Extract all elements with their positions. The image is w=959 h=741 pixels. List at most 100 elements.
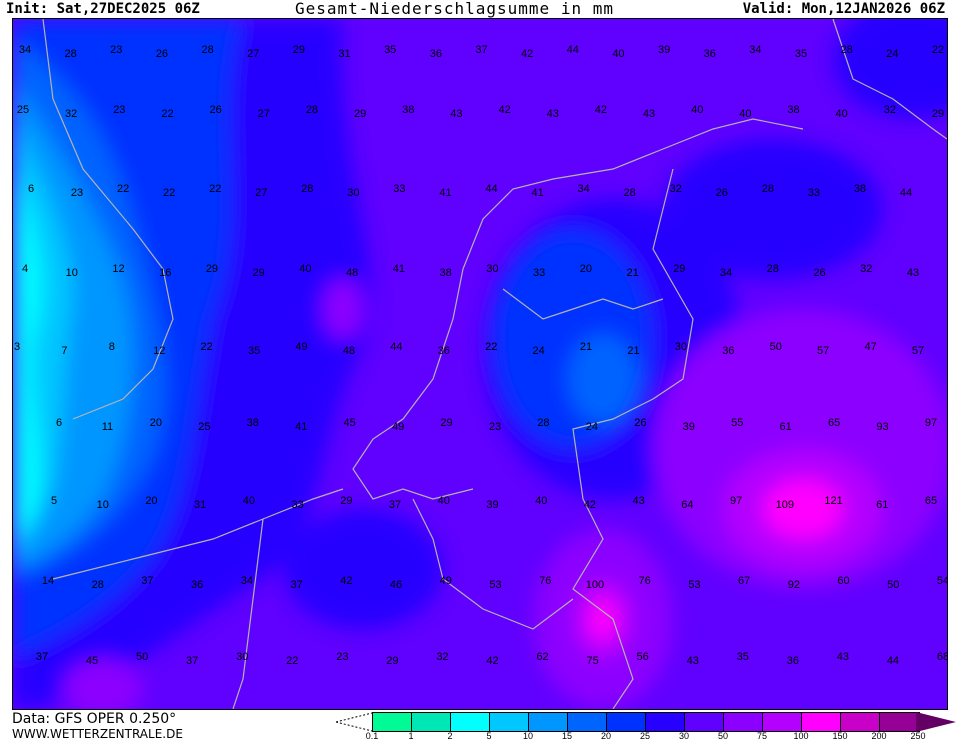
legend-swatch bbox=[802, 713, 841, 731]
precip-value-label: 36 bbox=[703, 48, 716, 60]
precip-value-label: 31 bbox=[194, 499, 207, 511]
precip-value-label: 32 bbox=[883, 104, 896, 116]
precip-value-label: 32 bbox=[436, 651, 449, 663]
precip-value-label: 5 bbox=[50, 495, 58, 507]
precip-value-label: 44 bbox=[390, 341, 403, 353]
precip-value-label: 39 bbox=[657, 44, 671, 56]
precip-value-label: 23 bbox=[113, 104, 126, 116]
precip-value-label: 38 bbox=[402, 104, 415, 116]
precip-value-label: 42 bbox=[486, 655, 499, 667]
precip-value-label: 40 bbox=[739, 108, 752, 120]
precip-value-label: 32 bbox=[65, 108, 78, 120]
precip-value-label: 28 bbox=[91, 579, 104, 591]
precip-value-label: 29 bbox=[386, 655, 399, 667]
precip-value-label: 75 bbox=[586, 655, 599, 667]
precip-value-label: 26 bbox=[715, 187, 728, 199]
precip-value-label: 34 bbox=[749, 44, 762, 56]
precip-value-label: 44 bbox=[566, 44, 579, 56]
precip-value-label: 39 bbox=[682, 421, 695, 433]
precip-value-label: 34 bbox=[18, 44, 32, 56]
precip-value-label: 35 bbox=[794, 48, 808, 60]
precip-value-label: 29 bbox=[440, 417, 453, 429]
legend-swatch bbox=[451, 713, 490, 731]
data-source: Data: GFS OPER 0.250° bbox=[12, 711, 177, 727]
valid-time: Valid: Mon,12JAN2026 06Z bbox=[742, 1, 945, 17]
precip-value-label: 12 bbox=[112, 263, 125, 275]
legend-swatch bbox=[607, 713, 646, 731]
precip-value-label: 28 bbox=[305, 104, 319, 116]
precip-value-label: 37 bbox=[35, 651, 49, 663]
precip-value-label: 42 bbox=[583, 499, 597, 511]
precip-value-label: 26 bbox=[209, 104, 222, 116]
precip-value-label: 28 bbox=[766, 263, 779, 275]
precip-value-label: 36 bbox=[191, 579, 204, 591]
precip-value-label: 29 bbox=[205, 263, 219, 275]
precip-value-label: 43 bbox=[906, 267, 920, 279]
precip-value-label: 56 bbox=[636, 651, 649, 663]
precip-value-label: 22 bbox=[209, 183, 222, 195]
precip-value-label: 24 bbox=[532, 345, 545, 357]
legend-tick-label: 1 bbox=[408, 731, 414, 741]
precip-value-label: 93 bbox=[876, 421, 889, 433]
legend-tick-label: 150 bbox=[832, 731, 848, 741]
legend-tick-label: 30 bbox=[678, 731, 690, 741]
precip-value-label: 53 bbox=[489, 579, 502, 591]
precip-value-label: 40 bbox=[835, 108, 848, 120]
precip-value-label: 36 bbox=[722, 345, 735, 357]
precip-value-label: 37 bbox=[290, 579, 303, 591]
precip-value-label: 40 bbox=[535, 495, 548, 507]
precip-value-label: 40 bbox=[437, 495, 450, 507]
precip-value-label: 29 bbox=[353, 108, 367, 120]
legend-tick-label: 100 bbox=[793, 731, 809, 741]
legend-overflow-arrow bbox=[916, 712, 956, 732]
precip-value-label: 42 bbox=[594, 104, 608, 116]
precip-value-label: 42 bbox=[498, 104, 511, 116]
precip-value-label: 38 bbox=[439, 267, 452, 279]
precip-value-label: 11 bbox=[101, 421, 114, 433]
precip-value-label: 40 bbox=[612, 48, 625, 60]
precip-value-label: 29 bbox=[292, 44, 306, 56]
precip-value-label: 76 bbox=[539, 575, 552, 587]
precip-value-label: 33 bbox=[807, 187, 821, 199]
precip-value-label: 92 bbox=[787, 579, 800, 591]
legend-tick-label: 50 bbox=[717, 731, 729, 741]
init-time: Init: Sat,27DEC2025 06Z bbox=[6, 1, 200, 17]
precip-value-label: 14 bbox=[41, 575, 55, 587]
precip-value-label: 38 bbox=[246, 417, 259, 429]
legend-tick-label: 250 bbox=[910, 731, 926, 741]
precip-value-label: 65 bbox=[827, 417, 841, 429]
precip-value-label: 23 bbox=[488, 421, 502, 433]
precip-value-label: 23 bbox=[110, 44, 123, 56]
color-legend bbox=[372, 712, 920, 732]
precip-value-label: 21 bbox=[579, 341, 593, 353]
precip-value-label: 43 bbox=[642, 108, 656, 120]
legend-tick-label: 200 bbox=[871, 731, 887, 741]
precip-value-label: 27 bbox=[247, 48, 260, 60]
precip-value-label: 40 bbox=[299, 263, 312, 275]
legend-swatch bbox=[412, 713, 451, 731]
precip-value-label: 46 bbox=[389, 579, 403, 591]
precip-value-label: 37 bbox=[141, 575, 154, 587]
precip-value-label: 28 bbox=[301, 183, 314, 195]
website: WWW.WETTERZENTRALE.DE bbox=[12, 727, 183, 741]
precip-value-label: 33 bbox=[532, 267, 546, 279]
legend-swatch bbox=[568, 713, 607, 731]
precip-value-label: 22 bbox=[116, 183, 130, 195]
precip-value-label: 67 bbox=[737, 575, 751, 587]
precip-value-label: 10 bbox=[65, 267, 78, 279]
precip-value-label: 4 bbox=[21, 263, 29, 275]
precip-value-label: 21 bbox=[626, 267, 639, 279]
precip-value-label: 6 bbox=[27, 183, 35, 195]
precip-value-label: 35 bbox=[736, 651, 749, 663]
precip-value-label: 33 bbox=[393, 183, 406, 195]
precip-value-label: 44 bbox=[886, 655, 900, 667]
precip-value-label: 25 bbox=[16, 104, 30, 116]
precip-value-label: 57 bbox=[911, 345, 925, 357]
precip-value-label: 20 bbox=[579, 263, 592, 275]
precip-value-label: 100 bbox=[585, 579, 605, 591]
precip-value-label: 50 bbox=[887, 579, 900, 591]
precip-value-label: 10 bbox=[96, 499, 109, 511]
legend-tick-label: 0.1 bbox=[365, 731, 379, 741]
precip-value-label: 41 bbox=[531, 187, 544, 199]
precip-value-label: 61 bbox=[779, 421, 792, 433]
